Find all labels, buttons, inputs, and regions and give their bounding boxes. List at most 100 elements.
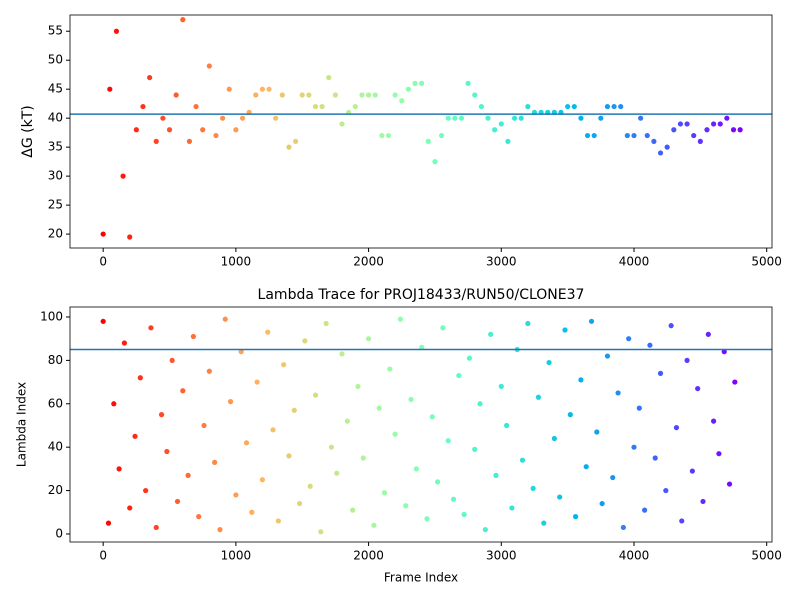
point <box>684 357 690 363</box>
point <box>265 329 271 335</box>
point <box>525 320 531 327</box>
point <box>584 132 591 139</box>
point <box>598 115 604 121</box>
point <box>557 494 563 500</box>
point <box>233 492 239 498</box>
point <box>429 414 435 420</box>
point <box>365 336 372 342</box>
x-tick-label: 3000 <box>486 549 517 563</box>
point <box>166 127 173 133</box>
point <box>721 349 727 355</box>
point <box>498 121 504 127</box>
point <box>461 511 467 518</box>
point <box>249 509 255 515</box>
point <box>169 357 175 363</box>
point <box>663 487 669 494</box>
point <box>173 92 179 98</box>
point <box>511 115 518 121</box>
point <box>472 446 478 452</box>
point <box>689 468 695 474</box>
point <box>438 132 445 139</box>
point <box>604 103 611 110</box>
point <box>190 333 197 340</box>
point <box>385 132 392 139</box>
point <box>233 127 239 133</box>
y-tick-label: 0 <box>55 526 63 540</box>
point <box>644 132 650 139</box>
point <box>281 362 287 368</box>
point <box>239 115 246 121</box>
point <box>626 336 632 342</box>
point <box>243 440 250 446</box>
point <box>588 318 595 324</box>
point <box>684 121 690 127</box>
point <box>716 451 722 457</box>
point <box>254 379 260 385</box>
x-tick-label: 4000 <box>619 255 650 269</box>
point <box>160 115 166 121</box>
point <box>594 429 600 435</box>
point <box>624 132 630 139</box>
point <box>270 427 276 433</box>
point <box>673 425 680 431</box>
y-tick-label: 40 <box>48 440 63 454</box>
point <box>651 138 657 144</box>
x-tick-label: 2000 <box>353 549 384 563</box>
point <box>425 138 431 144</box>
y-tick-label: 80 <box>48 353 63 367</box>
point <box>412 80 418 86</box>
point <box>519 457 526 463</box>
point <box>657 150 664 156</box>
point <box>312 392 319 398</box>
point <box>642 507 648 513</box>
point <box>472 92 478 98</box>
point <box>477 401 483 407</box>
point <box>153 524 159 531</box>
point <box>275 518 281 524</box>
point <box>551 435 557 442</box>
point <box>379 132 385 139</box>
point <box>408 396 414 403</box>
point <box>307 483 313 489</box>
point <box>578 377 584 383</box>
point <box>206 63 212 69</box>
point <box>259 477 266 483</box>
point <box>705 331 711 337</box>
point <box>273 115 279 121</box>
point <box>599 500 605 507</box>
point <box>121 340 128 346</box>
point <box>691 132 697 139</box>
point <box>562 327 568 333</box>
y-tick-label: 60 <box>48 396 63 410</box>
y-tick-label: 20 <box>48 483 63 497</box>
point <box>291 407 297 413</box>
point <box>565 103 571 110</box>
point <box>525 103 531 110</box>
y-tick-label: 25 <box>48 198 63 212</box>
x-tick-label: 0 <box>99 255 107 269</box>
point <box>200 127 206 133</box>
point <box>180 17 186 23</box>
point <box>332 92 339 98</box>
x-tick-label: 1000 <box>221 255 252 269</box>
point <box>371 522 377 528</box>
point <box>220 115 226 121</box>
point <box>302 338 308 344</box>
point <box>458 115 465 121</box>
point <box>318 529 324 535</box>
point <box>299 92 305 98</box>
point <box>647 342 653 348</box>
point <box>292 138 299 144</box>
point <box>217 527 223 533</box>
y-tick-label: 20 <box>48 227 63 241</box>
point <box>253 92 259 98</box>
x-axis-label: Frame Index <box>384 571 458 585</box>
point <box>700 498 706 505</box>
point <box>591 132 597 139</box>
point <box>604 353 611 359</box>
point <box>100 231 106 237</box>
point <box>222 316 228 322</box>
point <box>352 103 358 110</box>
point <box>671 127 677 133</box>
